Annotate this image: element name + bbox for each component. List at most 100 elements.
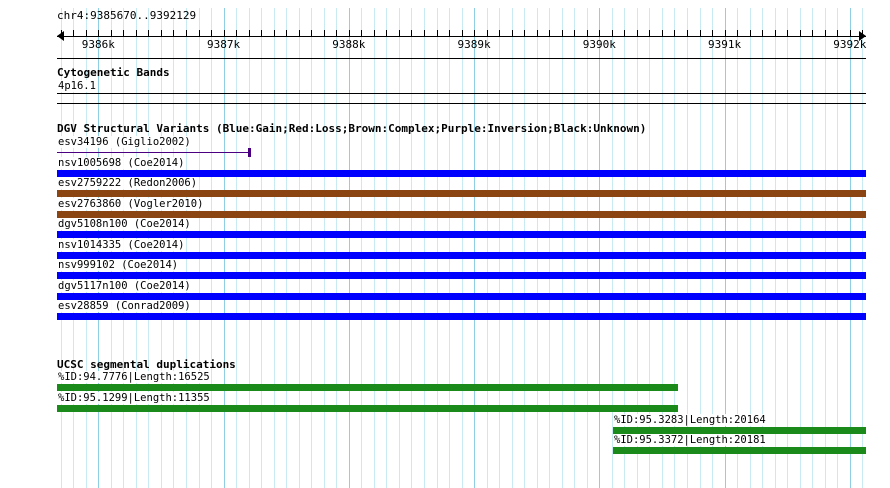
gridline — [186, 8, 187, 488]
gridline — [775, 8, 776, 488]
ruler-tick — [649, 30, 650, 36]
ruler-tick-label: 9391k — [708, 38, 742, 51]
ruler-tick — [123, 30, 124, 36]
dgv-track-label: esv2759222 (Redon2006) — [57, 177, 199, 189]
dgv-feature-bar[interactable] — [57, 272, 866, 279]
gridline — [487, 8, 488, 488]
gridline — [324, 8, 325, 488]
ruler-tick — [787, 30, 788, 36]
ruler-tick — [612, 30, 613, 36]
ruler-tick — [86, 30, 87, 36]
ruler-tick — [199, 30, 200, 36]
gridline — [537, 8, 538, 488]
ruler-tick-label: 9387k — [207, 38, 241, 51]
ruler-tick — [712, 30, 713, 36]
ruler-tick — [399, 30, 400, 36]
ruler-tick — [587, 30, 588, 36]
gridline — [524, 8, 525, 488]
ruler-tick — [775, 30, 776, 36]
ruler-tick — [374, 30, 375, 36]
ruler-tick — [236, 30, 237, 36]
segdup-feature-bar[interactable] — [57, 405, 678, 412]
gridline — [286, 8, 287, 488]
dgv-feature-bar[interactable] — [57, 251, 866, 259]
left-arrow-icon[interactable] — [57, 31, 64, 41]
dgv-feature-bar[interactable] — [57, 190, 866, 197]
dgv-feature-bar[interactable] — [57, 152, 250, 153]
gridline — [311, 8, 312, 488]
ruler-tick — [462, 30, 463, 36]
gridline — [787, 8, 788, 488]
dgv-feature-bar[interactable] — [57, 313, 866, 320]
gridline — [261, 8, 262, 488]
ruler-tick — [750, 30, 751, 36]
cytoband-label-4p16-1: 4p16.1 — [57, 80, 97, 92]
ruler-tick-label: 9392k — [833, 38, 867, 51]
gridline — [361, 8, 362, 488]
segdup-feature-bar[interactable] — [57, 384, 678, 391]
gridline — [462, 8, 463, 488]
ruler-tick — [173, 30, 174, 36]
ruler-tick — [349, 30, 350, 36]
axis-line — [57, 36, 866, 37]
dgv-track-label: dgv5108n100 (Coe2014) — [57, 218, 192, 230]
gridline — [499, 8, 500, 488]
segdup-feature-bar[interactable] — [613, 447, 866, 454]
dgv-feature-bar[interactable] — [57, 231, 866, 238]
segdup-track-label: %ID:95.3283|Length:20164 — [613, 414, 767, 426]
ruler-region[interactable]: chr4:9385670..9392129 9386k 9387k 9388k 938… — [0, 0, 890, 56]
right-arrow-icon[interactable] — [859, 31, 866, 41]
segdup-feature-bar[interactable] — [613, 427, 866, 434]
ruler-tick — [274, 30, 275, 36]
ruler-tick — [574, 30, 575, 36]
gridline — [199, 8, 200, 488]
ruler-tick — [637, 30, 638, 36]
ruler-tick — [249, 30, 250, 36]
ruler-tick — [98, 30, 99, 36]
ruler-tick-label: 9389k — [457, 38, 491, 51]
gridline — [800, 8, 801, 488]
ruler-tick — [537, 30, 538, 36]
ruler-tick — [474, 30, 475, 36]
ruler-tick — [386, 30, 387, 36]
segdup-track-label: %ID:95.1299|Length:11355 — [57, 392, 211, 404]
dgv-track-label: dgv5117n100 (Coe2014) — [57, 279, 192, 292]
ruler-tick — [61, 30, 62, 36]
gridline — [437, 8, 438, 488]
dgv-feature-bar[interactable] — [57, 169, 866, 177]
dgv-feature-bar[interactable] — [57, 292, 866, 300]
ruler-tick — [311, 30, 312, 36]
separator-line-cytoband-bottom — [57, 93, 866, 94]
ruler-tick — [148, 30, 149, 36]
ruler-tick — [261, 30, 262, 36]
dgv-feature-endcap[interactable] — [248, 148, 251, 157]
ruler-tick — [336, 30, 337, 36]
gridline — [850, 8, 851, 488]
gridline — [336, 8, 337, 488]
dgv-feature-bar[interactable] — [57, 210, 866, 218]
segdup-track-label: %ID:94.7776|Length:16525 — [57, 371, 211, 383]
cytogenetic-section-title: Cytogenetic Bands — [57, 66, 170, 79]
ruler-tick — [862, 30, 863, 36]
gridline — [349, 8, 350, 488]
ruler-tick — [825, 30, 826, 36]
gridline — [274, 8, 275, 488]
dgv-section-title: DGV Structural Variants (Blue:Gain;Red:L… — [57, 122, 647, 135]
ruler-tick — [411, 30, 412, 36]
ruler-tick — [512, 30, 513, 36]
gridline — [424, 8, 425, 488]
gridline — [399, 8, 400, 488]
ruler-tick — [674, 30, 675, 36]
ruler-tick — [424, 30, 425, 36]
gridline — [299, 8, 300, 488]
gridline — [374, 8, 375, 488]
gridline — [862, 8, 863, 488]
dgv-track-label: esv28859 (Conrad2009) — [57, 300, 192, 312]
gridline — [562, 8, 563, 488]
segdup-section-title: UCSC segmental duplications — [57, 358, 236, 371]
separator-line-dgv-top — [57, 103, 866, 104]
ruler-tick — [837, 30, 838, 36]
ruler-tick — [437, 30, 438, 36]
gridline — [224, 8, 225, 488]
